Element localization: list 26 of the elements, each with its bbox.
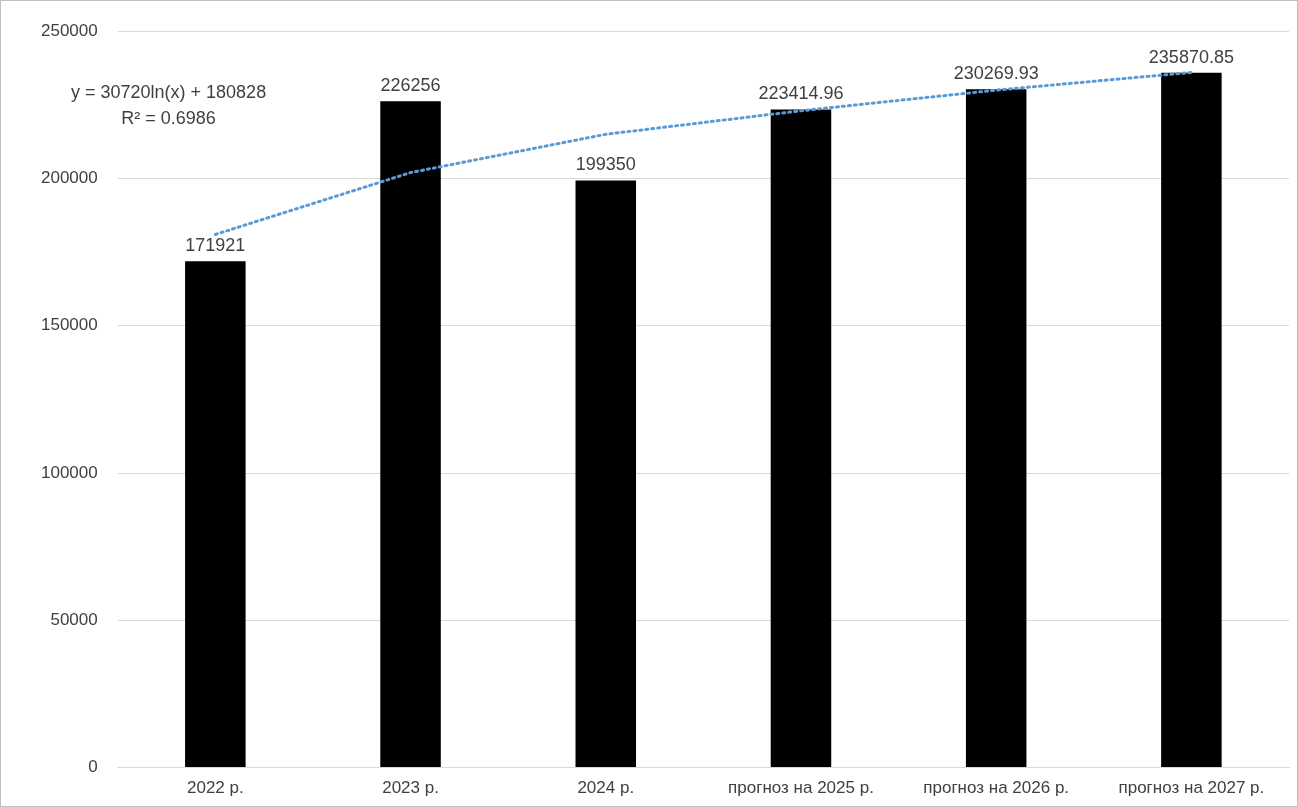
data-label: 230269.93 [953, 63, 1039, 84]
y-tick-label: 200000 [40, 168, 98, 188]
annotation: R² = 0.6986 [120, 107, 217, 130]
x-tick-label: прогноз на 2027 р. [1118, 778, 1265, 798]
y-tick-label: 250000 [40, 20, 98, 40]
data-label: 226256 [380, 75, 441, 96]
bar [770, 109, 832, 768]
bar [1161, 72, 1222, 768]
bar [575, 180, 637, 768]
bar [185, 261, 246, 768]
annotation: y = 30720ln(x) + 180828 [71, 81, 267, 104]
x-tick-label: 2023 р. [382, 778, 439, 798]
y-tick-label: 50000 [50, 610, 98, 630]
bar [965, 89, 1027, 768]
y-tick-label: 100000 [40, 462, 98, 482]
data-label: 235870.85 [1148, 46, 1234, 67]
x-tick-label: прогноз на 2026 р. [923, 778, 1070, 798]
data-label: 223414.96 [758, 83, 844, 104]
y-tick-label: 0 [88, 757, 98, 777]
x-tick-label: 2024 р. [577, 778, 635, 798]
data-label: 171921 [185, 235, 246, 256]
y-tick-label: 150000 [40, 315, 98, 335]
x-tick-label: 2022 р. [186, 778, 244, 798]
x-tick-label: прогноз на 2025 р. [728, 778, 874, 798]
data-label: 199350 [575, 154, 636, 175]
bar [380, 101, 441, 768]
